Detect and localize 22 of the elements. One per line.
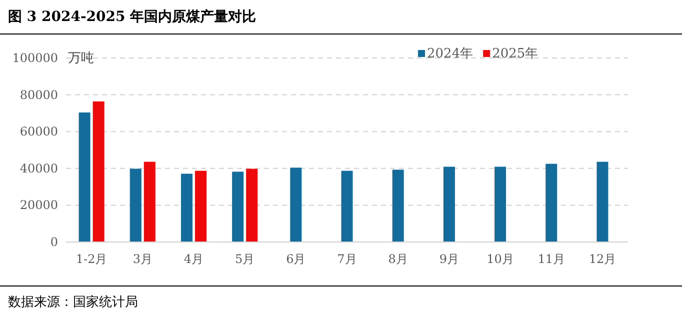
x-tick-label: 8月 xyxy=(388,252,408,266)
annotation: 数据来源：国家统计局 xyxy=(8,295,138,310)
x-tick-label: 3月 xyxy=(132,252,152,266)
y-tick-label: 40000 xyxy=(20,161,58,176)
x-tick-label: 1-2月 xyxy=(76,252,108,266)
y-tick-label: 20000 xyxy=(20,198,58,212)
x-tick-label: 10月 xyxy=(486,252,514,266)
title: 图 3 2024-2025 年国内原煤产量对比 xyxy=(8,9,256,25)
x-tick-label: 9月 xyxy=(439,252,459,266)
y-tick-label: 0 xyxy=(50,235,58,249)
x-tick-label: 5月 xyxy=(235,252,255,266)
legend-label: 2024年 xyxy=(427,46,474,62)
y-tick-label: 100000 xyxy=(12,51,58,65)
x-tick-label: 4月 xyxy=(184,252,204,266)
legend-label: 2025年 xyxy=(492,46,538,62)
x-tick-label: 11月 xyxy=(538,252,566,266)
x-tick-label: 6月 xyxy=(286,252,306,266)
y-tick-label: 80000 xyxy=(20,88,58,102)
x-tick-label: 12月 xyxy=(588,252,616,266)
y-tick-label: 60000 xyxy=(20,124,58,139)
ylabel: 万吨 xyxy=(68,51,94,66)
x-tick-label: 7月 xyxy=(337,252,357,266)
